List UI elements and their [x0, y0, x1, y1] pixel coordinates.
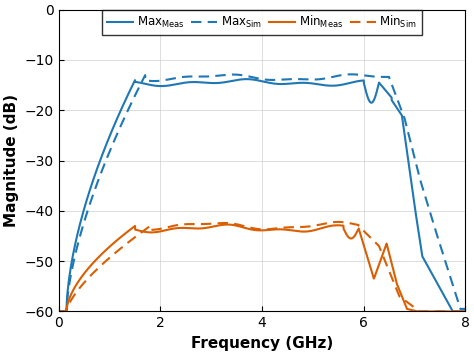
Max$_\mathrm{Meas}$ [127, 89, 133, 93]
Min$_\mathrm{Sim}$ [212, 221, 218, 225]
Max$_\mathrm{Meas}$ [103, 144, 109, 148]
Line: Min$_\mathrm{Meas}$: Min$_\mathrm{Meas}$ [59, 225, 465, 311]
Max$_\mathrm{Meas}$ [230, 79, 236, 83]
Max$_\mathrm{Sim}$ [455, 298, 460, 302]
Legend: Max$_\mathrm{Meas}$, Max$_\mathrm{Sim}$, Min$_\mathrm{Meas}$, Min$_\mathrm{Sim}$: Max$_\mathrm{Meas}$, Max$_\mathrm{Sim}$,… [102, 10, 422, 35]
Max$_\mathrm{Sim}$ [411, 153, 417, 157]
Min$_\mathrm{Meas}$ [56, 309, 62, 313]
Max$_\mathrm{Sim}$ [103, 159, 109, 163]
Min$_\mathrm{Meas}$ [225, 223, 230, 227]
Min$_\mathrm{Meas}$ [230, 223, 236, 227]
Min$_\mathrm{Meas}$ [411, 308, 417, 313]
Max$_\mathrm{Meas}$ [212, 81, 218, 85]
X-axis label: Frequency (GHz): Frequency (GHz) [191, 336, 333, 351]
Max$_\mathrm{Meas}$ [455, 309, 460, 313]
Max$_\mathrm{Sim}$ [56, 309, 62, 313]
Min$_\mathrm{Meas}$ [455, 309, 460, 313]
Max$_\mathrm{Sim}$ [230, 72, 236, 77]
Min$_\mathrm{Meas}$ [103, 248, 109, 252]
Min$_\mathrm{Sim}$ [335, 220, 341, 224]
Max$_\mathrm{Sim}$ [463, 307, 468, 311]
Min$_\mathrm{Sim}$ [455, 309, 460, 313]
Line: Min$_\mathrm{Sim}$: Min$_\mathrm{Sim}$ [59, 222, 465, 311]
Max$_\mathrm{Meas}$ [463, 309, 468, 313]
Y-axis label: Magnitude (dB): Magnitude (dB) [4, 94, 19, 227]
Max$_\mathrm{Sim}$ [348, 72, 354, 76]
Min$_\mathrm{Sim}$ [463, 309, 468, 313]
Min$_\mathrm{Meas}$ [212, 224, 218, 228]
Min$_\mathrm{Sim}$ [127, 239, 133, 243]
Line: Max$_\mathrm{Meas}$: Max$_\mathrm{Meas}$ [59, 79, 465, 311]
Min$_\mathrm{Sim}$ [56, 309, 62, 313]
Max$_\mathrm{Meas}$ [244, 77, 249, 81]
Max$_\mathrm{Sim}$ [212, 74, 218, 78]
Max$_\mathrm{Meas}$ [411, 198, 417, 202]
Max$_\mathrm{Sim}$ [127, 104, 133, 109]
Min$_\mathrm{Meas}$ [463, 309, 468, 313]
Min$_\mathrm{Sim}$ [103, 259, 109, 263]
Min$_\mathrm{Meas}$ [127, 228, 133, 232]
Line: Max$_\mathrm{Sim}$: Max$_\mathrm{Sim}$ [59, 74, 465, 311]
Max$_\mathrm{Meas}$ [56, 309, 62, 313]
Min$_\mathrm{Sim}$ [411, 305, 417, 309]
Min$_\mathrm{Sim}$ [230, 222, 236, 226]
